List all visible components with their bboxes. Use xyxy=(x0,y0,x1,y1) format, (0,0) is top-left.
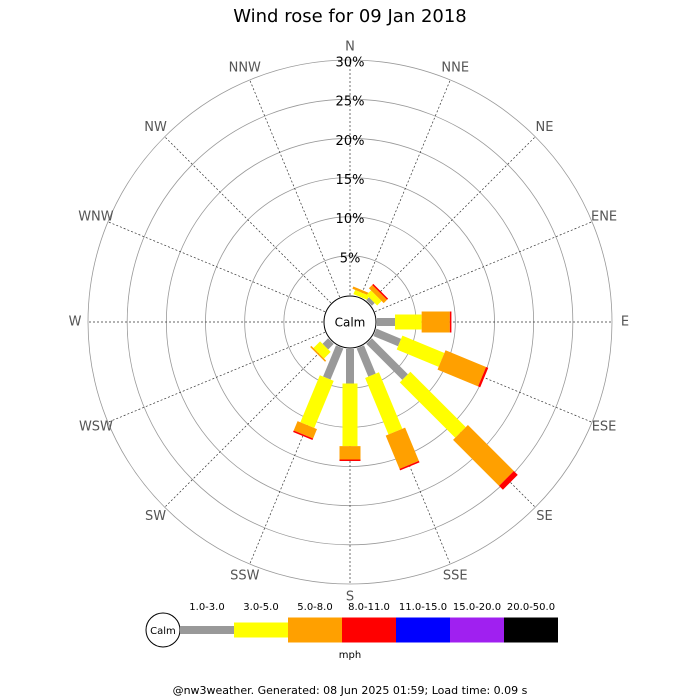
r-tick-label: 20% xyxy=(336,134,365,149)
spoke xyxy=(360,79,451,298)
direction-label: NNE xyxy=(441,60,469,75)
rose-segment xyxy=(478,366,489,388)
direction-label: WNW xyxy=(78,209,114,224)
rose-segment xyxy=(366,338,408,380)
spoke xyxy=(374,221,593,312)
r-tick-label: 10% xyxy=(336,212,365,227)
rose-segment xyxy=(293,421,317,439)
legend-swatch xyxy=(450,617,504,643)
rose-segment xyxy=(352,286,373,297)
direction-label: ESE xyxy=(592,420,617,435)
legend-label: 8.0-11.0 xyxy=(348,602,390,613)
rose-segment xyxy=(396,335,445,367)
rose-segment xyxy=(313,341,331,359)
spoke xyxy=(164,136,332,304)
spoke xyxy=(249,79,340,298)
direction-label: SSW xyxy=(230,569,260,584)
r-tick-label: 5% xyxy=(340,251,361,266)
rose-segment xyxy=(356,345,376,377)
direction-label: SSE xyxy=(443,569,468,584)
legend-swatch xyxy=(180,626,234,634)
rose-segment xyxy=(310,345,327,362)
rose-segment xyxy=(373,328,402,347)
legend-unit: mph xyxy=(339,650,361,661)
legend-swatch xyxy=(396,617,450,643)
spoke xyxy=(368,136,536,304)
legend-label: 11.0-15.0 xyxy=(399,602,447,613)
calm-circle xyxy=(323,295,377,349)
r-tick-label: 25% xyxy=(336,95,365,110)
legend-label: 5.0-8.0 xyxy=(297,602,332,613)
rose-segment xyxy=(322,338,334,350)
rose-segment xyxy=(293,430,314,440)
direction-label: S xyxy=(346,590,354,605)
legend-swatch xyxy=(504,617,558,643)
spoke xyxy=(249,346,340,565)
legend-calm-label: Calm xyxy=(150,626,176,637)
direction-label: NNW xyxy=(229,60,261,75)
direction-label: ENE xyxy=(591,209,617,224)
calm-label: Calm xyxy=(335,316,366,330)
legend-swatch xyxy=(288,617,342,643)
direction-label: W xyxy=(69,315,82,330)
rose-segment xyxy=(323,345,344,380)
rose-segment xyxy=(399,460,420,471)
direction-label: N xyxy=(345,40,355,55)
legend-label: 1.0-3.0 xyxy=(189,602,224,613)
rose-segment xyxy=(453,425,514,486)
direction-label: SW xyxy=(145,509,166,524)
spoke xyxy=(107,221,326,312)
r-tick-label: 15% xyxy=(336,173,365,188)
chart-title: Wind rose for 09 Jan 2018 xyxy=(233,6,467,27)
spoke xyxy=(107,332,326,423)
footer: @nw3weather. Generated: 08 Jun 2025 01:5… xyxy=(173,684,528,697)
direction-label: NW xyxy=(144,120,167,135)
legend-swatch xyxy=(234,622,288,638)
direction-label: WSW xyxy=(79,420,113,435)
rose-segment xyxy=(366,297,375,306)
legend-swatch xyxy=(342,617,396,643)
rose-segment xyxy=(366,290,382,306)
direction-label: E xyxy=(621,315,629,330)
legend-label: 20.0-50.0 xyxy=(507,602,555,613)
legend-label: 15.0-20.0 xyxy=(453,602,501,613)
grid-circle xyxy=(87,59,613,585)
rose-segment xyxy=(300,375,334,428)
rose-segment xyxy=(437,350,487,387)
direction-label: NE xyxy=(535,120,553,135)
spoke xyxy=(164,340,332,508)
rose-segment xyxy=(353,289,370,300)
rose-segment xyxy=(499,471,518,490)
r-tick-label: 30% xyxy=(336,56,365,71)
rose-segment xyxy=(365,372,403,435)
direction-label: SE xyxy=(536,509,552,524)
grid-circle xyxy=(126,98,574,546)
rose-segment xyxy=(399,371,466,438)
rose-segment xyxy=(372,283,389,300)
legend-label: 3.0-5.0 xyxy=(243,602,278,613)
rose-segment xyxy=(368,284,388,304)
rose-segment xyxy=(385,427,419,469)
